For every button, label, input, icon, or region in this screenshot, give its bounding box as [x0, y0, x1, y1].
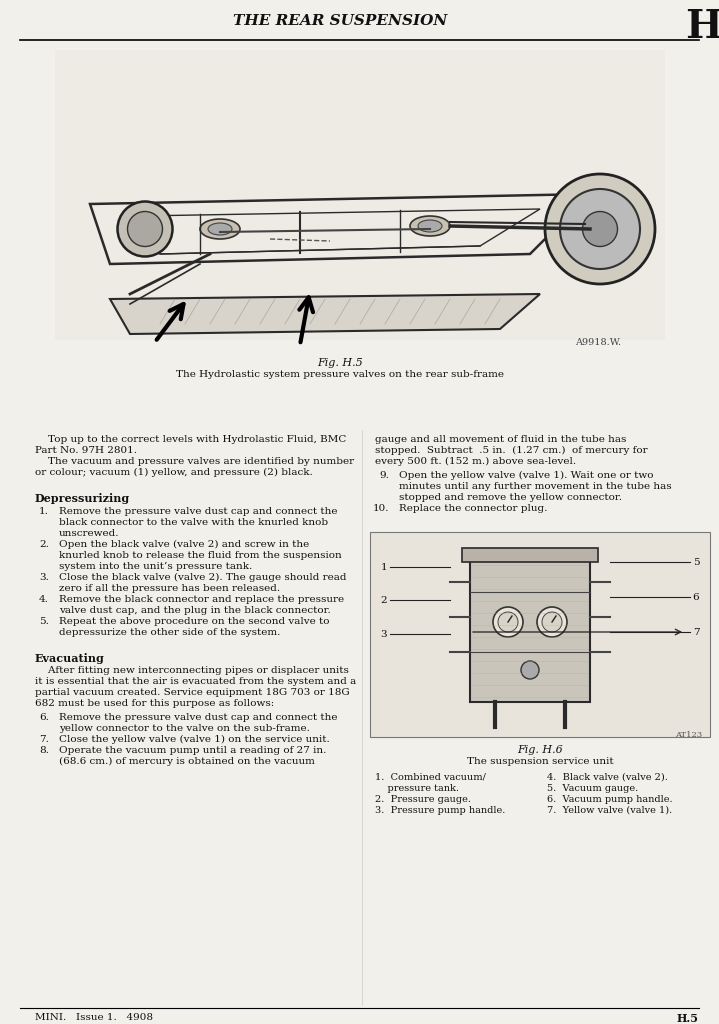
Text: A9918.W.: A9918.W. [575, 338, 621, 347]
Ellipse shape [560, 189, 640, 269]
Text: 1.: 1. [39, 507, 49, 516]
Bar [470, 552, 590, 702]
Text: zero if all the pressure has been released.: zero if all the pressure has been releas… [59, 584, 280, 593]
Text: unscrewed.: unscrewed. [59, 529, 119, 538]
Text: Top up to the correct levels with Hydrolastic Fluid, BMC: Top up to the correct levels with Hydrol… [35, 435, 347, 444]
Text: Open the yellow valve (valve 1). Wait one or two: Open the yellow valve (valve 1). Wait on… [399, 471, 654, 480]
Text: After fitting new interconnecting pipes or displacer units: After fitting new interconnecting pipes … [35, 666, 349, 675]
Text: knurled knob to release the fluid from the suspension: knurled knob to release the fluid from t… [59, 551, 342, 560]
Ellipse shape [498, 612, 518, 632]
Text: 5.: 5. [39, 617, 49, 626]
Text: 3: 3 [380, 630, 388, 639]
Text: 4.: 4. [39, 595, 49, 604]
Text: Fig. H.5: Fig. H.5 [317, 358, 363, 368]
Text: 5.  Vacuum gauge.: 5. Vacuum gauge. [547, 784, 638, 793]
Text: stopped.  Subtract  .5 in.  (1.27 cm.)  of mercury for: stopped. Subtract .5 in. (1.27 cm.) of m… [375, 446, 648, 455]
Bar [370, 532, 710, 737]
Text: black connector to the valve with the knurled knob: black connector to the valve with the kn… [59, 518, 328, 527]
Ellipse shape [418, 220, 442, 232]
Text: 9.: 9. [379, 471, 389, 480]
Text: Close the black valve (valve 2). The gauge should read: Close the black valve (valve 2). The gau… [59, 573, 347, 582]
Text: Fig. H.6: Fig. H.6 [517, 745, 563, 755]
Text: partial vacuum created. Service equipment 18G 703 or 18G: partial vacuum created. Service equipmen… [35, 688, 349, 697]
Text: The suspension service unit: The suspension service unit [467, 757, 613, 766]
Text: Operate the vacuum pump until a reading of 27 in.: Operate the vacuum pump until a reading … [59, 746, 326, 755]
Text: AT123: AT123 [675, 731, 702, 739]
Ellipse shape [521, 662, 539, 679]
Text: 682 must be used for this purpose as follows:: 682 must be used for this purpose as fol… [35, 699, 274, 708]
Text: Open the black valve (valve 2) and screw in the: Open the black valve (valve 2) and screw… [59, 540, 309, 549]
Text: 1: 1 [380, 563, 388, 572]
Text: 6: 6 [692, 593, 700, 602]
Text: 5: 5 [692, 558, 700, 567]
Text: Replace the connector plug.: Replace the connector plug. [399, 504, 547, 513]
Text: 6.  Vacuum pump handle.: 6. Vacuum pump handle. [547, 795, 673, 804]
Text: 8.: 8. [39, 746, 49, 755]
Text: yellow connector to the valve on the sub-frame.: yellow connector to the valve on the sub… [59, 724, 310, 733]
Text: Depressurizing: Depressurizing [35, 493, 130, 504]
Text: 2.: 2. [39, 540, 49, 549]
Ellipse shape [542, 612, 562, 632]
Ellipse shape [493, 607, 523, 637]
Text: 3.: 3. [39, 573, 49, 582]
Polygon shape [110, 294, 540, 334]
Text: Part No. 97H 2801.: Part No. 97H 2801. [35, 446, 137, 455]
Text: 1.  Combined vacuum/: 1. Combined vacuum/ [375, 773, 486, 782]
Text: 7: 7 [692, 628, 700, 637]
Text: minutes until any further movement in the tube has: minutes until any further movement in th… [399, 482, 672, 490]
Text: The Hydrolastic system pressure valves on the rear sub-frame: The Hydrolastic system pressure valves o… [176, 370, 504, 379]
Text: Remove the pressure valve dust cap and connect the: Remove the pressure valve dust cap and c… [59, 713, 337, 722]
Bar [462, 548, 598, 562]
Text: H: H [685, 8, 719, 46]
Ellipse shape [582, 212, 618, 247]
Text: stopped and remove the yellow connector.: stopped and remove the yellow connector. [399, 493, 622, 502]
Text: every 500 ft. (152 m.) above sea-level.: every 500 ft. (152 m.) above sea-level. [375, 457, 576, 466]
Text: Close the yellow valve (valve 1) on the service unit.: Close the yellow valve (valve 1) on the … [59, 735, 330, 744]
Text: 2.  Pressure gauge.: 2. Pressure gauge. [375, 795, 471, 804]
Text: 4.  Black valve (valve 2).: 4. Black valve (valve 2). [547, 773, 668, 782]
Ellipse shape [537, 607, 567, 637]
Text: valve dust cap, and the plug in the black connector.: valve dust cap, and the plug in the blac… [59, 606, 331, 615]
Text: THE REAR SUSPENSION: THE REAR SUSPENSION [233, 14, 447, 28]
Text: it is essential that the air is evacuated from the system and a: it is essential that the air is evacuate… [35, 677, 356, 686]
Text: 10.: 10. [372, 504, 389, 513]
Text: depressurize the other side of the system.: depressurize the other side of the syste… [59, 628, 280, 637]
Text: gauge and all movement of fluid in the tube has: gauge and all movement of fluid in the t… [375, 435, 626, 444]
Text: Remove the black connector and replace the pressure: Remove the black connector and replace t… [59, 595, 344, 604]
Text: 3.  Pressure pump handle.: 3. Pressure pump handle. [375, 806, 505, 815]
Text: Evacuating: Evacuating [35, 653, 105, 664]
Text: Repeat the above procedure on the second valve to: Repeat the above procedure on the second… [59, 617, 329, 626]
Ellipse shape [200, 219, 240, 239]
Text: or colour; vacuum (1) yellow, and pressure (2) black.: or colour; vacuum (1) yellow, and pressu… [35, 468, 313, 477]
Ellipse shape [208, 223, 232, 234]
Text: MINI.   Issue 1.   4908: MINI. Issue 1. 4908 [35, 1013, 153, 1022]
Text: The vacuum and pressure valves are identified by number: The vacuum and pressure valves are ident… [35, 457, 354, 466]
Text: pressure tank.: pressure tank. [375, 784, 459, 793]
Text: Remove the pressure valve dust cap and connect the: Remove the pressure valve dust cap and c… [59, 507, 337, 516]
Text: 2: 2 [380, 596, 388, 605]
Ellipse shape [545, 174, 655, 284]
Text: H.5: H.5 [677, 1013, 699, 1024]
Text: (68.6 cm.) of mercury is obtained on the vacuum: (68.6 cm.) of mercury is obtained on the… [59, 757, 315, 766]
Text: 7.  Yellow valve (valve 1).: 7. Yellow valve (valve 1). [547, 806, 672, 815]
Text: 6.: 6. [39, 713, 49, 722]
Bar [55, 50, 665, 340]
Ellipse shape [127, 212, 162, 247]
Ellipse shape [117, 202, 173, 256]
Ellipse shape [410, 216, 450, 236]
Text: 7.: 7. [39, 735, 49, 744]
Text: system into the unit’s pressure tank.: system into the unit’s pressure tank. [59, 562, 252, 571]
